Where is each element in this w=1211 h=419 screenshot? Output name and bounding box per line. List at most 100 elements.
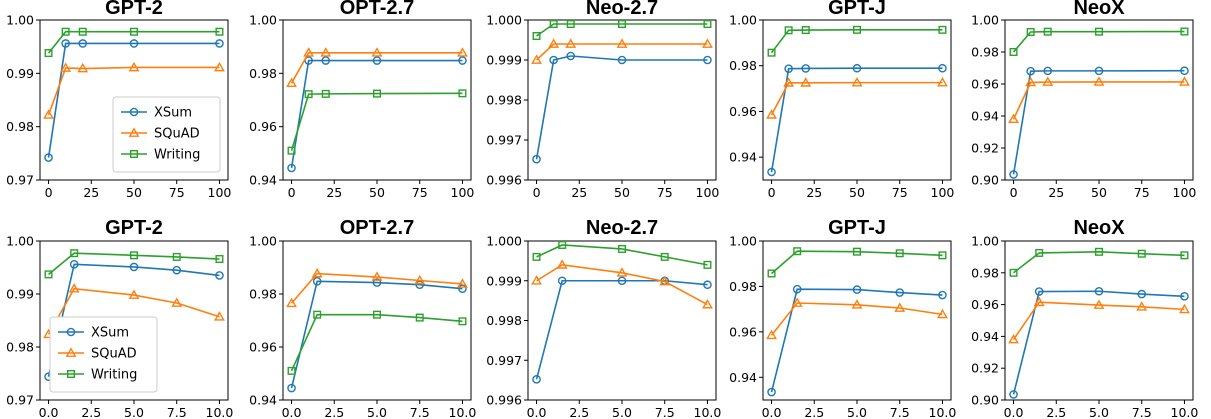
x-tick-label: 100 [931, 185, 955, 200]
data-point-writing [793, 247, 802, 256]
x-tick-label: 25 [326, 185, 342, 200]
y-tick-label: 1.00 [6, 234, 34, 249]
data-point-writing [767, 48, 776, 57]
data-point-xsum [215, 271, 224, 280]
data-point-xsum [549, 55, 558, 65]
y-tick-label: 0.94 [729, 370, 757, 385]
data-point-writing [784, 26, 793, 35]
data-point-squad [659, 275, 671, 286]
y-tick-label: 0.97 [6, 393, 34, 408]
data-point-xsum [617, 55, 627, 65]
data-point-writing [1035, 248, 1044, 257]
axes-frame [762, 240, 952, 401]
x-tick-label: 75 [657, 185, 673, 200]
chart-panel-8: Neo-2.7 0.996 0.997 0.998 0.999 1.000 0.0 2.5 5.… [486, 217, 721, 419]
data-point-xsum [852, 285, 862, 294]
y-tick-label: 0.99 [6, 66, 34, 81]
y-tick-label: 0.996 [486, 393, 522, 408]
x-tick-label: 0.0 [762, 405, 782, 419]
data-point-squad [128, 61, 140, 72]
x-tick-label: 100 [451, 185, 475, 200]
data-point-squad [1093, 299, 1105, 309]
data-point-squad [320, 47, 332, 57]
x-tick-label: 100 [208, 185, 232, 200]
data-point-writing [532, 252, 541, 261]
chart-panel-1: GPT-2 0.97 0.98 0.99 1.00 0 25 50 75 100 XSum SQuAD… [6, 0, 231, 200]
legend-marker-writing [66, 370, 75, 379]
data-point-squad [616, 267, 628, 277]
data-point-squad [800, 77, 812, 87]
data-point-squad [851, 299, 863, 309]
y-tick-label: 0.94 [729, 150, 757, 165]
x-tick-label: 50 [369, 185, 385, 200]
data-point-squad [303, 47, 315, 57]
data-point-writing [549, 20, 558, 29]
x-tick-label: 25 [571, 185, 587, 200]
data-point-squad [791, 297, 803, 307]
x-tick-label: 10.0 [206, 405, 234, 419]
data-point-xsum [44, 153, 53, 162]
data-point-squad [766, 329, 777, 340]
x-tick-label: 7.5 [410, 405, 430, 419]
legend-marker-squad [65, 347, 77, 357]
legend-label-squad: SQuAD [91, 347, 137, 362]
data-point-xsum [321, 56, 331, 65]
data-point-xsum [69, 260, 79, 269]
y-tick-label: 1.00 [729, 13, 757, 28]
x-tick-label: 10.0 [694, 405, 722, 419]
series-line-writing [290, 92, 463, 151]
data-point-xsum [938, 63, 947, 73]
data-point-xsum [458, 56, 467, 65]
data-point-squad [702, 38, 713, 48]
data-point-xsum [557, 276, 567, 286]
data-point-writing [558, 240, 567, 249]
x-tick-label: 0.0 [39, 405, 59, 419]
data-point-xsum [1009, 390, 1018, 399]
data-point-xsum [1094, 66, 1104, 76]
data-point-xsum [895, 288, 905, 297]
y-tick-label: 0.98 [971, 45, 999, 60]
data-point-writing [1026, 28, 1035, 37]
data-point-writing [44, 49, 53, 58]
data-point-xsum [1009, 170, 1018, 179]
series-line-squad [770, 302, 943, 336]
data-point-xsum [532, 154, 541, 164]
data-point-squad [1093, 76, 1105, 86]
data-point-xsum [287, 163, 296, 173]
chart-title: GPT-2 [105, 217, 163, 239]
y-tick-label: 0.98 [729, 58, 757, 73]
y-tick-label: 0.98 [729, 279, 757, 294]
x-tick-label: 25 [83, 185, 99, 200]
y-tick-label: 1.000 [486, 234, 522, 249]
data-point-squad [1179, 76, 1190, 86]
data-point-writing [321, 89, 330, 98]
y-tick-label: 0.96 [729, 104, 757, 119]
y-tick-label: 1.00 [729, 234, 757, 249]
x-tick-label: 10.0 [449, 405, 477, 419]
x-tick-label: 7.5 [890, 405, 910, 419]
data-point-writing [618, 244, 627, 253]
data-point-writing [1137, 249, 1146, 258]
data-point-xsum [784, 64, 793, 73]
chart-panel-10: NeoX 0.90 0.92 0.94 0.96 0.98 1.00 0.0 2.5 5.0 7.5… [971, 217, 1198, 419]
series-line-squad [770, 81, 943, 116]
data-point-xsum [61, 39, 70, 48]
data-point-xsum [703, 55, 712, 65]
data-point-writing [129, 251, 138, 260]
data-point-xsum [617, 276, 627, 286]
data-point-xsum [703, 280, 712, 290]
chart-panel-4: GPT-J 0.94 0.96 0.98 1.00 0 25 50 75 100 [729, 0, 954, 200]
x-tick-label: 50 [614, 185, 630, 200]
data-point-xsum [1180, 292, 1189, 301]
series-line-xsum [770, 67, 943, 173]
series-line-writing [536, 244, 708, 266]
data-point-xsum [312, 276, 322, 286]
data-point-squad [1042, 76, 1054, 86]
legend-marker-squad [128, 127, 140, 137]
data-point-squad [565, 38, 577, 48]
data-point-writing [458, 89, 467, 98]
data-point-squad [531, 275, 542, 285]
data-point-writing [458, 317, 467, 326]
y-tick-label: 1.00 [249, 13, 277, 28]
chart-panel-5: NeoX 0.90 0.92 0.94 0.96 0.98 1.00 0 25 50 75 100 [971, 0, 1196, 200]
